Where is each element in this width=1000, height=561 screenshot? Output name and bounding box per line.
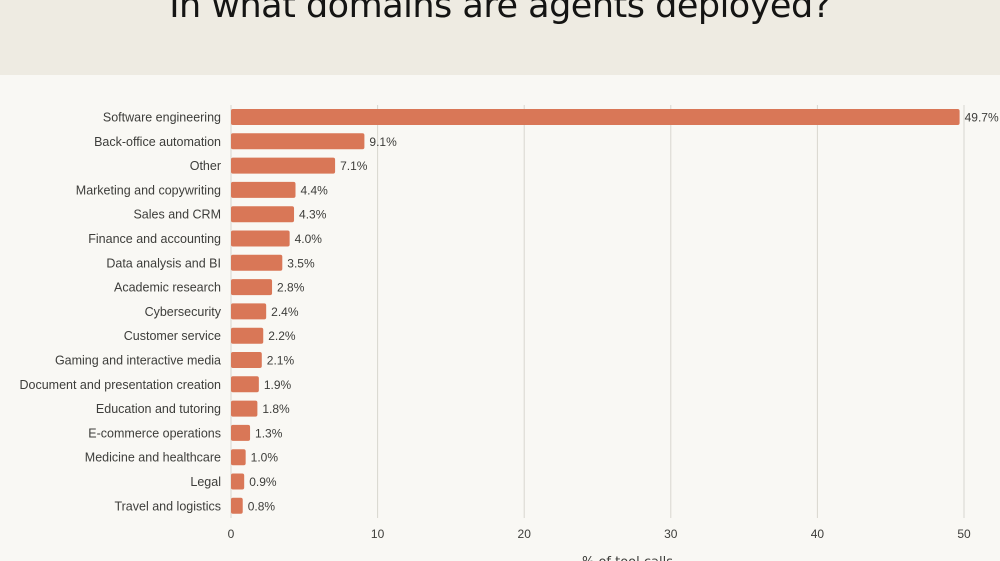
- category-label: E-commerce operations: [88, 426, 221, 440]
- x-axis-title: % of tool calls: [582, 555, 673, 561]
- bar: [231, 254, 283, 271]
- data-label: 4.3%: [299, 208, 327, 222]
- category-label: Other: [190, 159, 221, 173]
- data-label: 4.0%: [295, 232, 323, 246]
- data-label: 9.1%: [369, 135, 397, 149]
- data-label: 3.5%: [287, 256, 315, 270]
- bar: [231, 157, 336, 174]
- data-label: 49.7%: [965, 111, 999, 125]
- data-label: 2.4%: [271, 305, 299, 319]
- x-tick-label: 50: [957, 527, 971, 541]
- x-tick-label: 30: [664, 527, 678, 541]
- category-label: Medicine and healthcare: [85, 451, 221, 465]
- category-label: Customer service: [124, 329, 221, 343]
- data-label: 1.8%: [262, 402, 290, 416]
- bar: [231, 449, 246, 466]
- bar: [231, 327, 264, 344]
- category-label: Data analysis and BI: [106, 256, 221, 270]
- category-label: Education and tutoring: [96, 402, 221, 416]
- title-banner: In what domains are agents deployed?: [0, 0, 1000, 75]
- data-label: 2.1%: [267, 354, 295, 368]
- category-label: Marketing and copywriting: [76, 183, 221, 197]
- category-label: Software engineering: [103, 111, 221, 125]
- data-label: 7.1%: [340, 159, 368, 173]
- bar: [231, 206, 295, 223]
- bar: [231, 473, 245, 490]
- bar: [231, 497, 243, 514]
- chart-title: In what domains are agents deployed?: [169, 0, 831, 26]
- data-label: 2.2%: [268, 329, 296, 343]
- bar: [231, 230, 290, 247]
- x-tick-label: 0: [228, 527, 235, 541]
- category-label: Back-office automation: [94, 135, 221, 149]
- data-label: 0.9%: [249, 475, 277, 489]
- bar: [231, 133, 365, 150]
- bar: [231, 279, 273, 296]
- data-label: 1.9%: [264, 378, 292, 392]
- data-label: 1.0%: [251, 451, 279, 465]
- bar: [231, 303, 267, 320]
- category-label: Gaming and interactive media: [55, 354, 221, 368]
- category-label: Travel and logistics: [114, 499, 221, 513]
- bar: [231, 376, 259, 393]
- data-label: 4.4%: [301, 183, 329, 197]
- data-label: 1.3%: [255, 426, 283, 440]
- bar: [231, 400, 258, 417]
- category-label: Finance and accounting: [88, 232, 221, 246]
- bar: [231, 181, 296, 198]
- data-label: 0.8%: [248, 499, 276, 513]
- bar: [231, 109, 960, 125]
- x-tick-label: 20: [518, 527, 532, 541]
- x-tick-label: 40: [811, 527, 825, 541]
- category-label: Sales and CRM: [133, 208, 221, 222]
- x-tick-label: 10: [371, 527, 385, 541]
- category-label: Legal: [190, 475, 221, 489]
- category-label: Academic research: [114, 281, 221, 295]
- bar: [231, 352, 262, 368]
- data-label: 2.8%: [277, 281, 305, 295]
- bar: [231, 424, 251, 441]
- category-label: Document and presentation creation: [19, 378, 221, 392]
- category-label: Cybersecurity: [145, 305, 222, 319]
